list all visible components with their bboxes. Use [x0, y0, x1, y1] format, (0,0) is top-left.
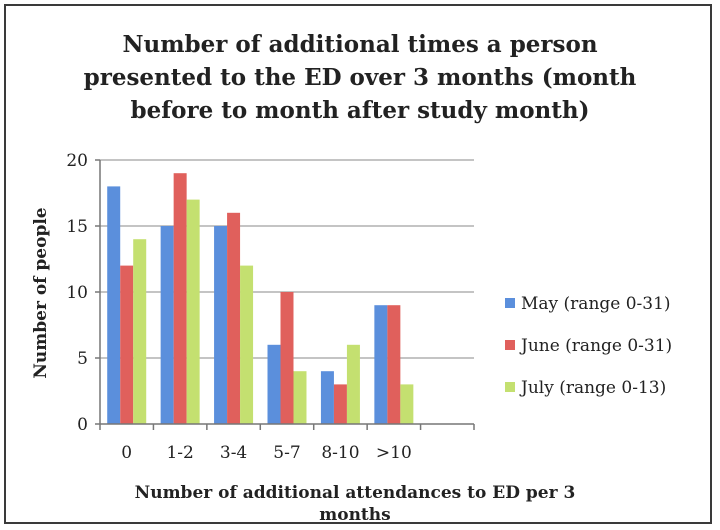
x-tick-label: 1-2 — [166, 443, 193, 463]
x-tick-label: 3-4 — [220, 443, 247, 463]
bar-2-2 — [240, 265, 254, 424]
bar-0-4 — [320, 371, 334, 424]
y-tick-label: 20 — [66, 151, 88, 171]
y-axis-title: Number of people — [31, 207, 51, 378]
bar-1-5 — [387, 305, 401, 424]
x-tick-label: 5-7 — [273, 443, 300, 463]
bar-1-2 — [227, 212, 241, 424]
chart-title: Number of additional times a person pres… — [40, 28, 680, 127]
bar-2-3 — [293, 371, 307, 424]
x-axis-title-line-1: Number of additional attendances to ED p… — [135, 483, 576, 503]
bar-1-0 — [120, 265, 134, 424]
bar-1-1 — [173, 173, 187, 424]
x-axis-title-line-2: months — [319, 505, 390, 525]
y-tick-label: 5 — [77, 349, 88, 369]
x-tick-label: >10 — [376, 443, 412, 463]
bar-1-3 — [280, 292, 294, 424]
x-tick-labels: 0 1-2 3-4 5-7 8-10 >10 — [121, 443, 412, 463]
bar-0-5 — [374, 305, 388, 424]
bar-2-5 — [400, 384, 414, 424]
legend-swatch — [505, 298, 515, 308]
y-tick-label: 10 — [66, 283, 88, 303]
bars — [107, 173, 414, 424]
bar-0-1 — [160, 226, 174, 424]
bar-0-2 — [214, 226, 228, 424]
bar-0-0 — [107, 186, 121, 424]
bar-2-0 — [133, 239, 147, 424]
chart-title-line-3: before to month after study month) — [130, 97, 590, 124]
legend-label: June (range 0-31) — [519, 336, 672, 356]
legend-label: July (range 0-13) — [519, 378, 666, 398]
legend-swatch — [505, 340, 515, 350]
x-tick-label: 0 — [121, 443, 132, 463]
chart-title-line-2: presented to the ED over 3 months (month — [83, 64, 637, 91]
bar-2-4 — [346, 344, 360, 424]
x-tick-label: 8-10 — [321, 443, 359, 463]
legend-swatch — [505, 382, 515, 392]
y-tick-labels: 0 5 10 15 20 — [66, 151, 88, 435]
bar-2-1 — [186, 199, 200, 424]
y-tick-label: 0 — [77, 415, 88, 435]
y-tick-label: 15 — [66, 217, 88, 237]
bar-1-4 — [333, 384, 347, 424]
axes — [95, 159, 475, 430]
bar-0-3 — [267, 344, 281, 424]
legend: May (range 0-31) June (range 0-31) July (r… — [505, 294, 672, 398]
chart-title-line-1: Number of additional times a person — [122, 31, 598, 58]
legend-label: May (range 0-31) — [521, 294, 671, 314]
chart-frame — [4, 4, 712, 524]
